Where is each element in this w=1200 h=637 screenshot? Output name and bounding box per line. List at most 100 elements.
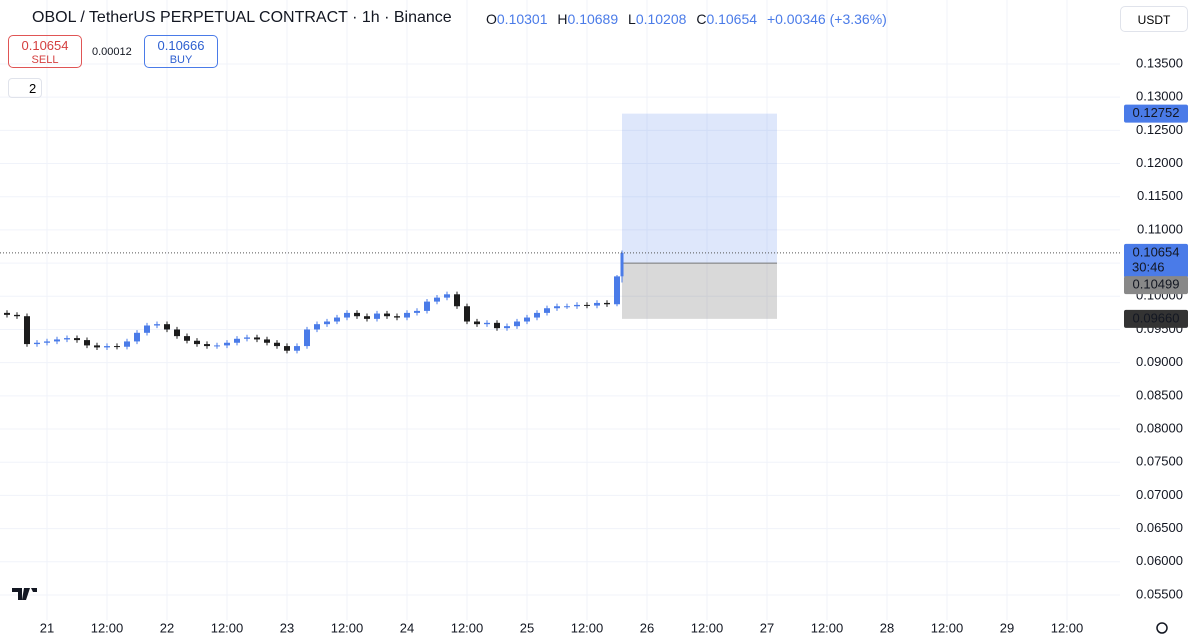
- y-tick-label: 0.11500: [1137, 188, 1183, 203]
- y-tick-label: 0.05500: [1136, 586, 1183, 601]
- x-tick-label: 12:00: [1051, 620, 1084, 635]
- x-tick-label: 12:00: [331, 620, 364, 635]
- candle-body: [4, 312, 10, 315]
- c-value: 0.10654: [706, 11, 758, 27]
- y-tick-label: 0.07000: [1136, 487, 1183, 502]
- x-tick-label: 26: [640, 620, 654, 635]
- y-tick-label: 0.13500: [1136, 55, 1183, 70]
- o-label: O: [486, 11, 497, 27]
- candle-body: [184, 336, 190, 341]
- y-tick-label: 0.06000: [1136, 553, 1183, 568]
- y-tick-label: 0.07500: [1136, 454, 1183, 469]
- x-tick-label: 23: [280, 620, 294, 635]
- candle-body: [234, 338, 240, 343]
- candle-body: [194, 340, 200, 345]
- candle-body: [414, 310, 420, 313]
- candle-body: [384, 313, 390, 317]
- x-tick-label: 27: [760, 620, 774, 635]
- candle-body: [544, 308, 550, 313]
- h-label: H: [557, 11, 568, 27]
- candle-body: [364, 316, 370, 319]
- currency-button[interactable]: USDT: [1120, 6, 1188, 32]
- candle-body: [24, 316, 30, 345]
- candle-body: [294, 346, 300, 351]
- candle-body: [214, 345, 220, 347]
- candle-body: [614, 276, 620, 305]
- candle-body: [204, 344, 210, 347]
- x-tick-label: 12:00: [691, 620, 724, 635]
- sell-price: 0.10654: [21, 38, 69, 53]
- x-tick-label: 24: [400, 620, 414, 635]
- candle-body: [564, 306, 570, 308]
- candle-body: [424, 301, 430, 311]
- x-tick-label: 12:00: [811, 620, 844, 635]
- candle-body: [64, 338, 70, 340]
- candle-body: [164, 324, 170, 330]
- target-price-label: 0.12752: [1133, 105, 1180, 120]
- candle-body: [44, 341, 50, 343]
- last-price-label: 0.10654: [1133, 244, 1180, 259]
- c-label: C: [696, 11, 707, 27]
- y-tick-label: 0.09000: [1136, 354, 1183, 369]
- y-tick-label: 0.08000: [1136, 420, 1183, 435]
- candle-body: [154, 324, 160, 326]
- candle-body: [324, 321, 330, 325]
- candle-body: [464, 306, 470, 322]
- x-tick-label: 12:00: [451, 620, 484, 635]
- h-value: 0.10689: [567, 11, 619, 27]
- buy-button[interactable]: 0.10666 BUY: [144, 35, 218, 68]
- candle-body: [534, 312, 540, 318]
- logo: [12, 588, 37, 600]
- target-price-label-bg: [1124, 104, 1188, 123]
- y-tick-label: 0.12000: [1136, 155, 1183, 170]
- candle-body: [34, 342, 40, 345]
- candle-body: [620, 252, 624, 277]
- sell-label: SELL: [31, 54, 59, 66]
- candle-body: [514, 321, 520, 327]
- candle-body: [334, 317, 340, 322]
- candle-body: [244, 337, 250, 339]
- candle-body: [14, 314, 20, 317]
- candle-body: [114, 346, 120, 348]
- candle-body: [474, 321, 480, 325]
- symbol-title[interactable]: OBOL / TetherUS PERPETUAL CONTRACT · 1h …: [32, 9, 452, 26]
- y-tick-label: 0.11000: [1137, 221, 1183, 236]
- candle-body: [284, 346, 290, 351]
- candle-body: [84, 340, 90, 346]
- candle-body: [304, 329, 310, 347]
- candle-body: [524, 317, 530, 322]
- last-price-bg: [1124, 243, 1188, 278]
- candle-body: [404, 312, 410, 318]
- x-tick-label: 21: [40, 620, 54, 635]
- loss-zone: [622, 263, 777, 319]
- change: +0.00346 (+3.36%): [766, 11, 887, 27]
- candle-body: [434, 297, 440, 302]
- candle-body: [124, 341, 130, 347]
- x-tick-label: 12:00: [211, 620, 244, 635]
- profit-zone: [622, 113, 777, 264]
- candle-body: [74, 338, 80, 341]
- candle-body: [174, 329, 180, 337]
- stop-price-label-bg: [1124, 309, 1188, 328]
- candle-body: [354, 312, 360, 317]
- x-tick-label: 12:00: [91, 620, 124, 635]
- candle-body: [594, 302, 600, 306]
- sell-button[interactable]: 0.10654 SELL: [8, 35, 82, 68]
- candle-body: [444, 294, 450, 298]
- candle-body: [54, 339, 60, 342]
- x-tick-label: 25: [520, 620, 534, 635]
- y-tick-label: 0.08500: [1136, 387, 1183, 402]
- o-value: 0.10301: [496, 11, 548, 27]
- spread: 0.00012: [92, 46, 132, 58]
- indicator-toggle[interactable]: 2: [8, 78, 42, 98]
- candle-body: [344, 312, 350, 318]
- y-tick-label: 0.12500: [1136, 122, 1183, 137]
- candle-body: [314, 324, 320, 330]
- candle-body: [134, 332, 140, 342]
- y-tick-label: 0.06500: [1136, 520, 1183, 535]
- l-value: 0.10208: [635, 11, 687, 27]
- candle-body: [144, 325, 150, 333]
- candle-body: [554, 306, 560, 309]
- x-tick-label: 12:00: [571, 620, 604, 635]
